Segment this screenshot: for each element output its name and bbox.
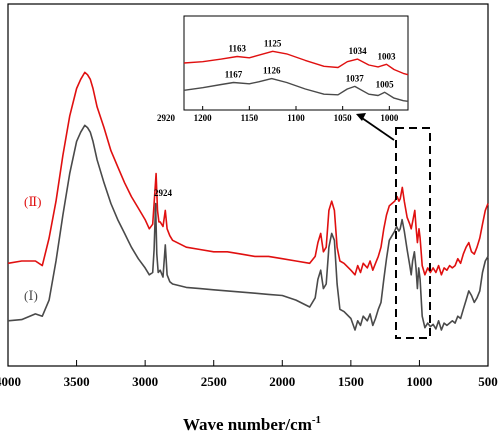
x-tick-label: 1000	[406, 374, 432, 389]
peak-label-2924: 2924	[154, 188, 173, 198]
inset-series-line-i	[183, 77, 409, 102]
series-line-ii	[7, 71, 489, 276]
zoom-arrow	[361, 117, 395, 141]
inset-series-line-ii	[183, 50, 409, 76]
x-axis-title: Wave number/cm-1	[183, 414, 321, 434]
inset-peak-label: 1005	[376, 79, 395, 89]
inset-peak-label: 1125	[264, 38, 282, 48]
x-tick-label: 1500	[338, 374, 364, 389]
inset-peak-label: 1163	[228, 44, 246, 54]
x-tick-label: 3500	[64, 374, 90, 389]
inset-peak-label: 1167	[225, 70, 243, 80]
inset-peak-labels: 1163 1125 1034 1003 1167 1126 1037 1005	[225, 38, 396, 89]
plot-frame	[7, 3, 489, 367]
series-line-i	[7, 124, 489, 331]
inset-frame	[183, 15, 409, 111]
inset-x-tick-label: 1000	[380, 113, 399, 123]
x-tick-label: 2500	[201, 374, 227, 389]
x-tick-label: 500	[478, 374, 498, 389]
inset-chart: 1200 1150 1100 1050 1000 1163112510341003116…	[183, 15, 409, 123]
x-tick-label: 2000	[269, 374, 295, 389]
inset-peak-label: 1034	[349, 46, 368, 56]
x-tick-label: 4000	[0, 374, 21, 389]
inset-x-tick-label: 1050	[334, 113, 353, 123]
inset-x-tick-label: 1150	[241, 113, 259, 123]
inset-peak-label: 1003	[378, 51, 397, 61]
peak-label-2920: 2920	[157, 113, 176, 123]
inset-x-axis: 1200 1150 1100 1050 1000	[194, 106, 399, 123]
x-axis: 4000 3500 3000 2500 2000 1500 1000 500	[0, 360, 498, 389]
series-label-ii: (Ⅱ)	[24, 194, 42, 209]
zoom-arrowhead	[356, 113, 366, 121]
main-series	[7, 71, 489, 331]
inset-series	[183, 50, 409, 102]
series-label-i: (Ⅰ)	[24, 288, 38, 303]
zoom-dashed-box	[395, 127, 431, 339]
inset-x-tick-label: 1200	[194, 113, 213, 123]
inset-x-tick-label: 1100	[287, 113, 305, 123]
inset-peak-label: 1037	[346, 73, 365, 83]
annotation-zoom	[356, 113, 431, 339]
x-tick-label: 3000	[132, 374, 158, 389]
inset-peak-label: 1126	[263, 66, 281, 76]
